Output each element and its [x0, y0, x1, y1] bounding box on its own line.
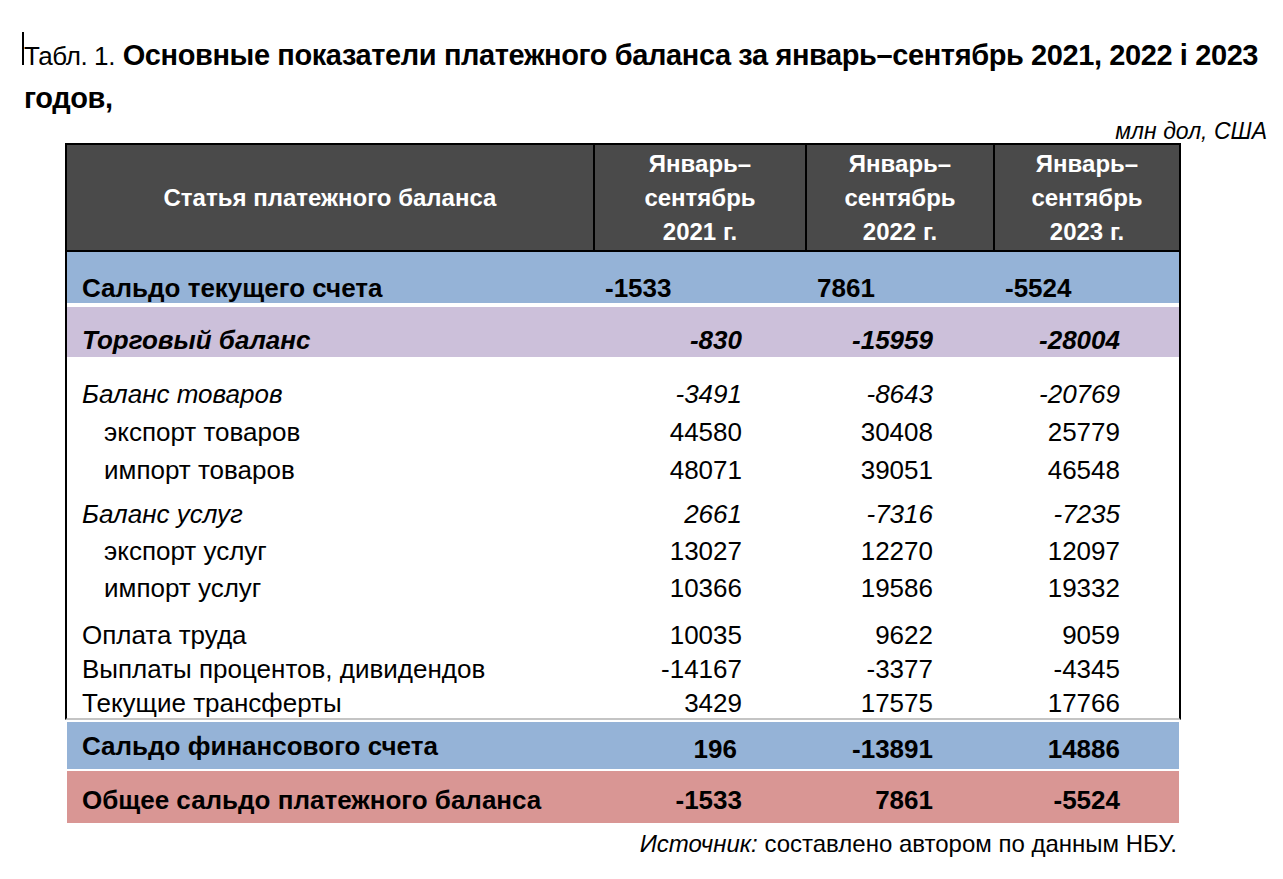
row-label[interactable]: Оплата труда	[67, 618, 593, 652]
cell-value[interactable]: -3491	[593, 377, 805, 411]
row-label[interactable]: Баланс товаров	[67, 377, 593, 411]
cell-value[interactable]: 12270	[805, 534, 993, 568]
source-note: Источник: составлено автором по данным Н…	[640, 830, 1177, 858]
row-label[interactable]: Текущие трансферты	[67, 686, 593, 718]
row-label[interactable]: Общее сальдо платежного баланса	[67, 771, 593, 817]
row-label[interactable]: экспорт услуг	[67, 534, 593, 568]
row-label[interactable]: Баланс услуг	[67, 497, 593, 531]
table-title-bold-2: годов,	[24, 82, 113, 114]
cell-value[interactable]: 19332	[993, 571, 1179, 605]
cell-value[interactable]: 39051	[805, 453, 993, 487]
cell-value[interactable]: 19586	[805, 571, 993, 605]
table-row[interactable]: импорт услуг103661958619332	[67, 571, 1179, 608]
table-row[interactable]: Текущие трансферты34291757517766	[67, 686, 1179, 718]
cell-value[interactable]: -5524	[993, 771, 1179, 817]
source-text: составлено автором по данным НБУ.	[758, 830, 1177, 857]
table-row[interactable]: импорт товаров480713905146548	[67, 453, 1179, 491]
cell-value[interactable]: 17766	[993, 686, 1179, 718]
cell-value[interactable]: 7861	[805, 771, 993, 817]
table-row[interactable]: Баланс услуг2661-7316-7235	[67, 497, 1179, 534]
cell-value[interactable]: -1533	[593, 271, 805, 305]
cell-value[interactable]: -7316	[805, 497, 993, 531]
cell-value[interactable]: 48071	[593, 453, 805, 487]
cell-value[interactable]: 7861	[805, 271, 993, 305]
cell-value[interactable]: -14167	[593, 652, 805, 686]
cell-value[interactable]: -3377	[805, 652, 993, 686]
cell-value[interactable]: 12097	[993, 534, 1179, 568]
table-row[interactable]: экспорт услуг130271227012097	[67, 534, 1179, 571]
cell-value[interactable]: 9622	[805, 618, 993, 652]
row-label[interactable]: Выплаты процентов, дивидендов	[67, 652, 593, 686]
row-label[interactable]: Сальдо текущего счета	[67, 271, 593, 305]
cell-value[interactable]: -13891	[805, 722, 993, 766]
cell-value[interactable]: 30408	[805, 415, 993, 449]
text-cursor	[22, 32, 24, 65]
cell-value[interactable]: -830	[593, 323, 805, 357]
header-article-column[interactable]: Статья платежного баланса	[67, 145, 593, 250]
table-row[interactable]: Сальдо текущего счета-15337861-5524	[67, 252, 1179, 307]
header-period-2023[interactable]: Январь– сентябрь 2023 г.	[993, 145, 1179, 250]
cell-value[interactable]: -8643	[805, 377, 993, 411]
table-row[interactable]: Общее сальдо платежного баланса-15337861…	[67, 771, 1179, 823]
cell-value[interactable]: 3429	[593, 686, 805, 718]
cell-value[interactable]: 10366	[593, 571, 805, 605]
cell-value[interactable]: 10035	[593, 618, 805, 652]
table-row[interactable]: Сальдо финансового счета196-1389114886	[67, 722, 1179, 769]
cell-value[interactable]: 196	[593, 722, 805, 766]
table-row[interactable]: Выплаты процентов, дивидендов-14167-3377…	[67, 652, 1179, 686]
table-row[interactable]: Баланс товаров-3491-8643-20769	[67, 377, 1179, 415]
table-row[interactable]: экспорт товаров445803040825779	[67, 415, 1179, 453]
row-label[interactable]: экспорт товаров	[67, 415, 593, 449]
balance-table: Статья платежного баланса Январь– сентяб…	[65, 143, 1181, 823]
cell-value[interactable]: 9059	[993, 618, 1179, 652]
source-label: Источник:	[640, 830, 758, 857]
units-note: млн дол, США	[1115, 118, 1267, 145]
row-label[interactable]: импорт услуг	[67, 571, 593, 605]
cell-value[interactable]: 14886	[993, 722, 1179, 766]
row-label[interactable]: импорт товаров	[67, 453, 593, 487]
row-label[interactable]: Торговый баланс	[67, 323, 593, 357]
cell-value[interactable]: -28004	[993, 323, 1179, 357]
cell-value[interactable]: -7235	[993, 497, 1179, 531]
cell-value[interactable]: 2661	[593, 497, 805, 531]
table-title[interactable]: Табл. 1. Основные показатели платежного …	[24, 34, 1258, 119]
cell-value[interactable]: 13027	[593, 534, 805, 568]
row-label[interactable]: Сальдо финансового счета	[67, 722, 593, 763]
header-period-2021[interactable]: Январь– сентябрь 2021 г.	[593, 145, 805, 250]
cell-value[interactable]: -1533	[593, 771, 805, 817]
table-header-row: Статья платежного баланса Январь– сентяб…	[67, 145, 1179, 252]
cell-value[interactable]: 44580	[593, 415, 805, 449]
cell-value[interactable]: -5524	[993, 271, 1179, 305]
header-period-2022[interactable]: Январь– сентябрь 2022 г.	[805, 145, 993, 250]
cell-value[interactable]: 25779	[993, 415, 1179, 449]
cell-value[interactable]: -4345	[993, 652, 1179, 686]
table-title-prefix: Табл. 1.	[24, 41, 115, 71]
table-row[interactable]: Оплата труда1003596229059	[67, 618, 1179, 652]
cell-value[interactable]: -20769	[993, 377, 1179, 411]
table-bordered-section: Статья платежного баланса Январь– сентяб…	[65, 143, 1181, 720]
cell-value[interactable]: 46548	[993, 453, 1179, 487]
cell-value[interactable]: -15959	[805, 323, 993, 357]
table-title-bold: Основные показатели платежного баланса з…	[123, 39, 1258, 71]
cell-value[interactable]: 17575	[805, 686, 993, 718]
table-row[interactable]: Торговый баланс-830-15959-28004	[67, 307, 1179, 357]
